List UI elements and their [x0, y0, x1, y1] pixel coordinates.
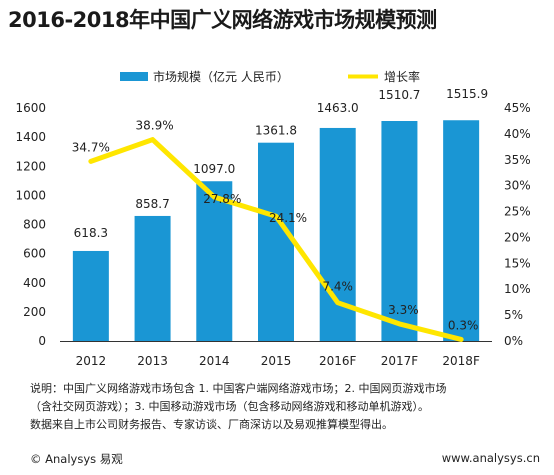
- note-line-3: 数据来自上市公司财务报告、专家访谈、厂商深访以及易观推算模型得出。: [30, 418, 393, 431]
- legend-line-label: 增长率: [384, 69, 420, 84]
- chart-title: 2016-2018年中国广义网络游戏市场规模预测: [8, 8, 437, 32]
- y-right-tick-label: 45%: [504, 101, 531, 115]
- x-tick-label: 2017F: [381, 354, 419, 368]
- y-right-tick-label: 25%: [504, 205, 531, 219]
- y-left-tick-label: 1200: [15, 159, 46, 173]
- y-right-tick-label: 0%: [504, 334, 523, 348]
- bar-2018F: [443, 120, 480, 341]
- growth-value-label: 38.9%: [136, 119, 174, 133]
- y-left-tick-label: 0: [38, 334, 46, 348]
- bar-value-label: 618.3: [74, 226, 108, 240]
- bar-2017F: [381, 121, 418, 342]
- y-left-tick-label: 1600: [15, 101, 46, 115]
- y-left-tick-label: 400: [23, 276, 46, 290]
- x-tick-label: 2013: [137, 354, 168, 368]
- legend-bar-swatch: [120, 72, 148, 81]
- bar-2013: [134, 215, 171, 341]
- bar-value-label: 1463.0: [317, 101, 359, 115]
- bar-value-label: 858.7: [135, 197, 169, 211]
- growth-value-label: 3.3%: [388, 303, 419, 317]
- bar-value-label: 1097.0: [193, 162, 235, 176]
- y-right-tick-label: 30%: [504, 179, 531, 193]
- growth-value-label: 0.3%: [448, 318, 479, 332]
- bar-value-label: 1361.8: [255, 124, 297, 138]
- growth-value-label: 24.1%: [269, 211, 307, 225]
- growth-value-label: 7.4%: [322, 280, 353, 294]
- y-right-tick-label: 40%: [504, 127, 531, 141]
- y-right-tick-label: 5%: [504, 308, 523, 322]
- y-right-tick-label: 15%: [504, 256, 531, 270]
- growth-rate-line: [88, 137, 464, 342]
- y-right-tick-label: 20%: [504, 230, 531, 244]
- growth-value-label: 34.7%: [72, 140, 110, 154]
- footer-url: www.analysys.cn: [441, 451, 540, 465]
- y-left-tick-label: 800: [23, 218, 46, 232]
- y-left-tick-label: 1400: [15, 130, 46, 144]
- x-tick-label: 2015: [261, 354, 292, 368]
- y-left-tick-label: 200: [23, 305, 46, 319]
- y-right-tick-label: 10%: [504, 282, 531, 296]
- x-tick-label: 2018F: [442, 354, 480, 368]
- x-tick-label: 2014: [199, 354, 230, 368]
- chart-note: 说明：中国广义网络游戏市场包含 1. 中国客户端网络游戏市场；2. 中国网页游戏…: [30, 380, 550, 434]
- y-left-tick-label: 1000: [15, 188, 46, 202]
- y-left-tick-label: 600: [23, 247, 46, 261]
- x-tick-label: 2012: [76, 354, 107, 368]
- bar-2015: [258, 142, 294, 341]
- note-line-1: 说明：中国广义网络游戏市场包含 1. 中国客户端网络游戏市场；2. 中国网页游戏…: [30, 382, 447, 395]
- note-line-2: （含社交网页游戏）；3. 中国移动游戏市场（包含移动网络游戏和移动单机游戏）。: [30, 400, 429, 413]
- x-tick-label: 2016F: [319, 354, 357, 368]
- bar-2012: [72, 250, 109, 341]
- bar-2014: [196, 181, 233, 341]
- bar-value-label: 1515.9: [446, 87, 488, 101]
- legend-bar-label: 市场规模（亿元 人民币）: [153, 69, 289, 84]
- bar-value-label: 1510.7: [378, 88, 420, 102]
- y-right-tick-label: 35%: [504, 153, 531, 167]
- chart-area: 市场规模（亿元 人民币） 增长率 0 200 400 600 800 1000 1200 1400…: [15, 69, 531, 368]
- footer-brand: © Analysys 易观: [30, 452, 123, 466]
- growth-value-label: 27.8%: [203, 192, 241, 206]
